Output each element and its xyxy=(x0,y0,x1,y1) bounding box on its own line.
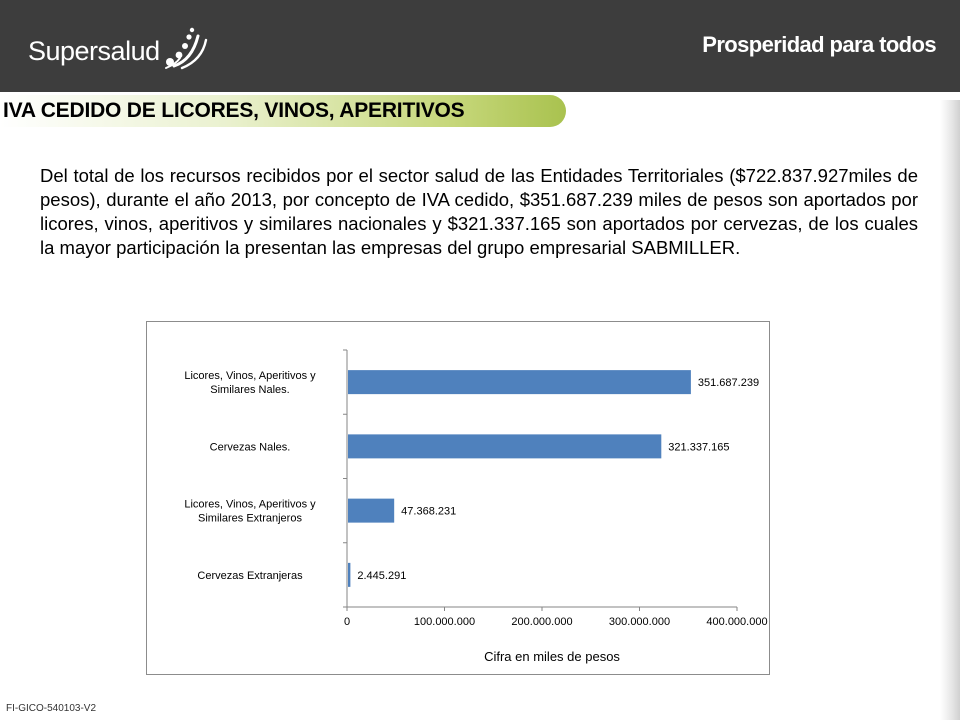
data-label: 47.368.231 xyxy=(401,506,456,518)
x-tick-label: 200.000.000 xyxy=(511,616,572,628)
government-tagline: Prosperidad para todos xyxy=(702,32,936,57)
x-tick-label: 0 xyxy=(344,616,350,628)
document-code: FI-GICO-540103-V2 xyxy=(6,703,97,714)
x-tick-label: 300.000.000 xyxy=(609,616,670,628)
logo-text: Supersalud xyxy=(28,36,160,66)
category-label: Cervezas Extranjeras xyxy=(197,570,303,582)
summary-paragraph: Del total de los recursos recibidos por … xyxy=(40,165,918,258)
category-label: Similares Extranjeros xyxy=(198,513,302,525)
page-edge-shadow xyxy=(940,100,960,720)
bar xyxy=(348,562,351,587)
header-bar: Supersalud Prosperidad para todos xyxy=(0,0,960,92)
section-title-bar: IVA CEDIDO DE LICORES, VINOS, APERITIVOS xyxy=(0,95,566,127)
category-label: Licores, Vinos, Aperitivos y xyxy=(184,499,316,511)
page-title: IVA CEDIDO DE LICORES, VINOS, APERITIVOS xyxy=(3,99,465,122)
x-axis-title: Cifra en miles de pesos xyxy=(484,649,620,664)
bar xyxy=(348,434,662,459)
bar-chart: 0 100.000.000 200.000.000 300.000.000 400.00… xyxy=(184,349,768,664)
category-label: Similares Nales. xyxy=(210,384,289,396)
x-tick-label: 400.000.000 xyxy=(706,616,767,628)
category-label: Cervezas Nales. xyxy=(210,441,291,453)
bar xyxy=(348,370,691,395)
data-label: 351.687.239 xyxy=(698,377,759,389)
logo-swirl-icon xyxy=(165,27,208,70)
bar xyxy=(348,498,395,523)
data-label: 2.445.291 xyxy=(357,570,406,582)
category-label: Licores, Vinos, Aperitivos y xyxy=(184,370,316,382)
bar-chart-container: 0 100.000.000 200.000.000 300.000.000 400.00… xyxy=(146,321,770,675)
data-label: 321.337.165 xyxy=(668,441,729,453)
x-tick-label: 100.000.000 xyxy=(414,616,475,628)
